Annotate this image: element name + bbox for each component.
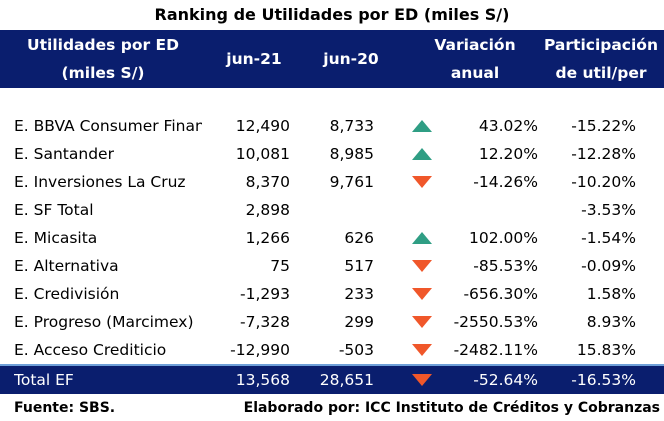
- row-jun20: 626: [344, 229, 374, 247]
- row-part: -15.22%: [571, 117, 636, 135]
- trend-cell: [402, 196, 442, 224]
- row-name: E. Micasita: [14, 229, 98, 247]
- row-name: E. Credivisión: [14, 285, 120, 303]
- table-row: E. SF Total 2,898 -3.53%: [0, 196, 664, 224]
- row-var: -2550.53%: [453, 313, 538, 331]
- row-name: E. BBVA Consumer Finance: [14, 117, 202, 135]
- row-var: 12.20%: [478, 145, 538, 163]
- total-name: Total EF: [14, 371, 74, 389]
- row-jun21: -7,328: [240, 313, 290, 331]
- header-jun21: jun-21: [226, 50, 282, 68]
- row-name: E. SF Total: [14, 201, 94, 219]
- row-part: -0.09%: [581, 257, 636, 275]
- row-name: E. Alternativa: [14, 257, 119, 275]
- table-row: E. Credivisión -1,293 233 -656.30% 1.58%: [0, 280, 664, 308]
- row-jun21: -12,990: [230, 341, 290, 359]
- row-jun21: 10,081: [235, 145, 290, 163]
- down-triangle-icon: [402, 252, 442, 280]
- row-var: -656.30%: [463, 285, 538, 303]
- row-jun21: 2,898: [245, 201, 290, 219]
- down-triangle-icon: [402, 280, 442, 308]
- row-jun20: -503: [338, 341, 374, 359]
- row-name: E. Santander: [14, 145, 114, 163]
- row-jun20: 9,761: [329, 173, 374, 191]
- table-row: E. Acceso Crediticio -12,990 -503 -2482.11%…: [0, 336, 664, 364]
- header-variacion-line1: Variación: [434, 36, 516, 54]
- total-jun21: 13,568: [235, 371, 290, 389]
- row-jun21: 8,370: [245, 173, 290, 191]
- table-row: E. Micasita 1,266 626 102.00% -1.54%: [0, 224, 664, 252]
- footer-credit: Elaborado por: ICC Instituto de Créditos…: [243, 400, 660, 416]
- header-participacion-line2: de util/per: [555, 64, 647, 82]
- header-jun20: jun-20: [323, 50, 379, 68]
- header-utilidades: Utilidades por ED (miles S/): [14, 30, 192, 88]
- row-var: -14.26%: [473, 173, 538, 191]
- down-triangle-icon: [402, 168, 442, 196]
- row-jun20: 233: [344, 285, 374, 303]
- table-row: E. Santander 10,081 8,985 12.20% -12.28%: [0, 140, 664, 168]
- header-variacion: Variación anual: [420, 30, 530, 88]
- footer-source: Fuente: SBS.: [14, 400, 116, 416]
- header-utilidades-line1: Utilidades por ED: [27, 36, 179, 54]
- row-part: -1.54%: [581, 229, 636, 247]
- total-var: -52.64%: [473, 371, 538, 389]
- row-jun21: 12,490: [235, 117, 290, 135]
- down-triangle-icon: [402, 366, 442, 394]
- row-part: -3.53%: [581, 201, 636, 219]
- row-part: -10.20%: [571, 173, 636, 191]
- row-var: -85.53%: [473, 257, 538, 275]
- row-jun21: 1,266: [245, 229, 290, 247]
- down-triangle-icon: [402, 336, 442, 364]
- row-jun20: 299: [344, 313, 374, 331]
- table-row: E. Inversiones La Cruz 8,370 9,761 -14.26% -…: [0, 168, 664, 196]
- table-title: Ranking de Utilidades por ED (miles S/): [154, 5, 510, 24]
- total-jun20: 28,651: [319, 371, 374, 389]
- row-jun20: [300, 196, 374, 224]
- up-triangle-icon: [402, 112, 442, 140]
- table-row: E. BBVA Consumer Finance 12,490 8,733 43.02…: [0, 112, 664, 140]
- total-row: Total EF 13,568 28,651 -52.64% -16.53%: [0, 364, 664, 394]
- row-var: 102.00%: [469, 229, 538, 247]
- row-name: E. Progreso (Marcimex): [14, 313, 194, 331]
- row-var: 43.02%: [478, 117, 538, 135]
- down-triangle-icon: [402, 308, 442, 336]
- row-jun20: 517: [344, 257, 374, 275]
- row-part: 1.58%: [586, 285, 636, 303]
- row-var: [442, 196, 538, 224]
- table-header: Utilidades por ED (miles S/) jun-21 jun-2…: [0, 30, 664, 88]
- row-jun20: 8,985: [329, 145, 374, 163]
- row-name: E. Inversiones La Cruz: [14, 173, 186, 191]
- row-part: 15.83%: [576, 341, 636, 359]
- header-variacion-line2: anual: [450, 64, 500, 82]
- row-name: E. Acceso Crediticio: [14, 341, 167, 359]
- total-part: -16.53%: [571, 371, 636, 389]
- row-var: -2482.11%: [453, 341, 538, 359]
- row-part: -12.28%: [571, 145, 636, 163]
- header-participacion: Participación de util/per: [538, 30, 664, 88]
- row-part: 8.93%: [586, 313, 636, 331]
- row-jun20: 8,733: [329, 117, 374, 135]
- header-participacion-line1: Participación: [543, 36, 658, 54]
- up-triangle-icon: [402, 140, 442, 168]
- header-utilidades-line2: (miles S/): [61, 64, 145, 82]
- up-triangle-icon: [402, 224, 442, 252]
- row-jun21: 75: [270, 257, 290, 275]
- table-row: E. Alternativa 75 517 -85.53% -0.09%: [0, 252, 664, 280]
- table-row: E. Progreso (Marcimex) -7,328 299 -2550.53%…: [0, 308, 664, 336]
- row-jun21: -1,293: [240, 285, 290, 303]
